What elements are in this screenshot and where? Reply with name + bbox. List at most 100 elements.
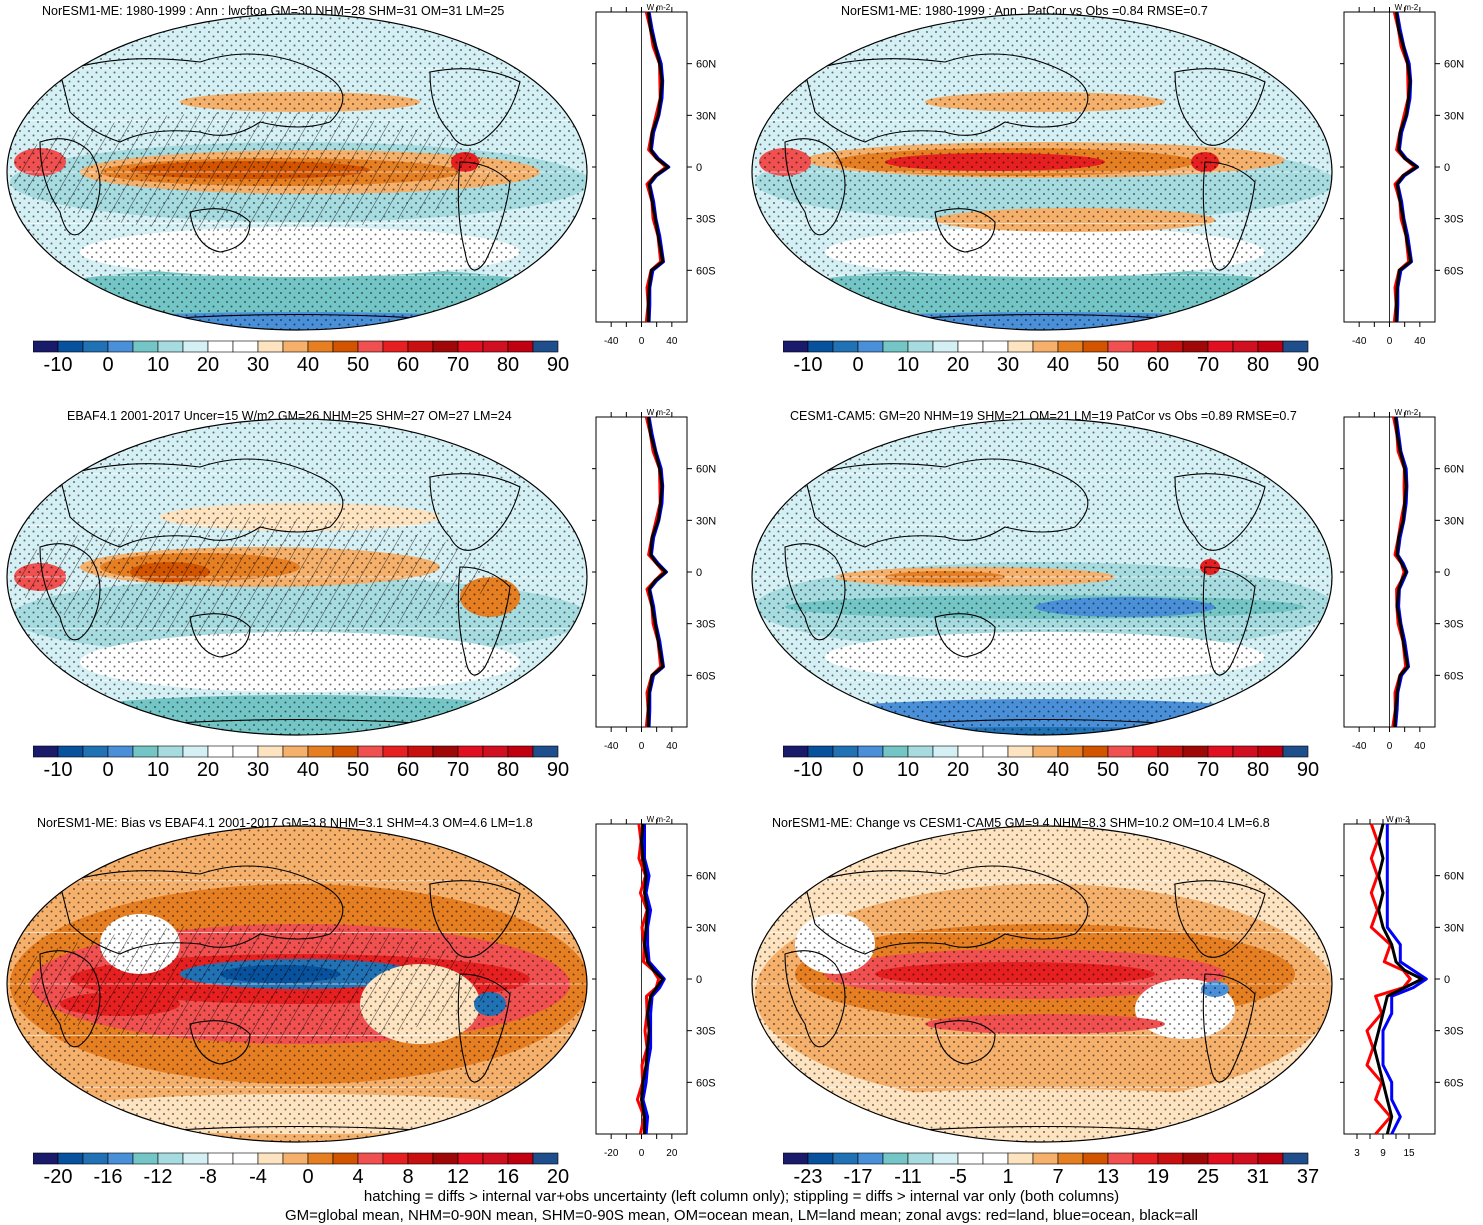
colorbar-swatch [82, 340, 109, 353]
profile-all [646, 416, 668, 727]
colorbar-swatch [832, 745, 859, 758]
colorbar-swatch [832, 340, 859, 353]
profile-ocean [1381, 824, 1428, 1135]
coastline [59, 53, 344, 143]
colorbar-swatch [982, 340, 1009, 353]
profile-all [1393, 416, 1410, 728]
colorbar-tick-label: -20 [43, 1166, 73, 1188]
colorbar-tick-label: 10 [146, 354, 170, 376]
coastline [457, 161, 511, 271]
map-border [6, 13, 588, 331]
lat-label: 60S [1444, 265, 1464, 277]
colorbar-tick-label: 60 [396, 759, 420, 781]
lat-label: 30N [696, 110, 716, 122]
panel-title: NorESM1-ME: Change vs CESM1-CAM5 GM=9.4 … [772, 816, 1270, 830]
colorbar-swatch [932, 340, 959, 353]
colorbar-tick-label: 10 [146, 759, 170, 781]
colorbar-swatch [157, 1152, 184, 1165]
colorbar-tick-label: 70 [1196, 354, 1220, 376]
colorbar-swatch [407, 1152, 434, 1165]
colorbar-tick-label: -5 [949, 1166, 967, 1188]
panel-title: EBAF4.1 2001-2017 Uncer=15 W/m2 GM=26 NH… [67, 409, 512, 423]
colorbar-tick-label: -17 [843, 1166, 873, 1188]
lat-label: 60N [1444, 464, 1464, 476]
coastline [784, 543, 846, 641]
lat-label: 60S [696, 265, 716, 277]
colorbar-swatch [407, 340, 434, 353]
colorbar-swatch [857, 745, 884, 758]
lat-label: 30S [696, 1026, 716, 1038]
colorbar-swatch [1107, 745, 1134, 758]
colorbar-swatch [857, 1152, 884, 1165]
coastline [804, 458, 1089, 548]
colorbar-swatch [1007, 745, 1034, 758]
coastline [1202, 973, 1256, 1083]
coastline [429, 880, 521, 958]
colorbar-tick-label: 0 [302, 1166, 314, 1188]
colorbar-tick-label: 0 [102, 354, 114, 376]
colorbar-swatch [33, 340, 59, 353]
colorbar-swatch [432, 745, 459, 758]
map-border [6, 418, 588, 736]
colorbar-tick-label: -10 [793, 354, 823, 376]
zonal-profile: W m-2 -40 0 40 60N 30N 0 30S 60S [1340, 408, 1464, 750]
colorbar-tick-label: -4 [249, 1166, 267, 1188]
lat-label: 60S [1444, 670, 1464, 682]
coastline [1174, 880, 1266, 958]
colorbar-swatch [232, 745, 259, 758]
colorbar-swatch [507, 745, 534, 758]
colorbar-swatch [1057, 1152, 1084, 1165]
colorbar-swatch [1282, 1152, 1309, 1165]
panel-title: NorESM1-ME: 1980-1999 : Ann : lwcftoa GM… [42, 4, 505, 18]
colorbar-swatch [807, 340, 834, 353]
zonal-profile: W m-2 -40 0 40 60N 30N 0 30S 60S [1340, 3, 1464, 345]
zonal-profile: W m-2 -40 0 40 60N 30N 0 30S 60S [592, 408, 716, 750]
colorbar-swatch [332, 745, 359, 758]
colorbar-swatch [157, 340, 184, 353]
panel-6: NorESM1-ME: Change vs CESM1-CAM5 GM=9.4 … [745, 812, 1483, 1192]
zonal-profile: W m-2 3 9 15 60N 30N 0 30S 60S [1340, 815, 1464, 1157]
colorbar-tick-label: 31 [1246, 1166, 1270, 1188]
colorbar-tick-label: 20 [946, 759, 970, 781]
coastline [189, 1020, 251, 1065]
colorbar-tick-label: -10 [793, 759, 823, 781]
map-border [751, 418, 1333, 736]
map-border [6, 825, 588, 1143]
colorbar-tick-label: 80 [496, 759, 520, 781]
colorbar-tick-label: 50 [1096, 354, 1120, 376]
profile-x-label: 0 [639, 1148, 645, 1157]
profile-x-label: 40 [666, 741, 678, 750]
map-border [751, 825, 1333, 1143]
profile-x-label: 0 [639, 336, 645, 345]
profile-x-label: -40 [1352, 336, 1367, 345]
colorbar-swatch [1207, 340, 1234, 353]
colorbar-tick-label: -8 [199, 1166, 217, 1188]
coastline [1202, 566, 1256, 676]
profile-land [1365, 823, 1412, 1135]
coastline [804, 53, 1089, 143]
coastline [1174, 473, 1266, 551]
lat-label: 30S [1444, 214, 1464, 226]
lat-label: 30N [696, 515, 716, 527]
colorbar-swatch [1282, 745, 1309, 758]
lat-label: 30N [696, 922, 716, 934]
colorbar-tick-label: 50 [346, 354, 370, 376]
lat-label: 30S [1444, 1026, 1464, 1038]
robinson-map [6, 418, 588, 736]
colorbar-swatch [282, 745, 309, 758]
colorbar-swatch [1157, 745, 1184, 758]
colorbar-labels: -10 0 10 20 30 40 50 60 70 80 90 [33, 759, 570, 783]
panel-1: NorESM1-ME: 1980-1999 : Ann : lwcftoa GM… [0, 0, 740, 400]
colorbar-swatch [457, 745, 484, 758]
stippling [752, 826, 1332, 1142]
profile-x-label: 40 [1414, 336, 1426, 345]
colorbar-swatch [432, 1152, 459, 1165]
hatching [10, 517, 490, 637]
colorbar-swatch [107, 1152, 134, 1165]
colorbar-tick-label: 40 [296, 759, 320, 781]
colorbar-swatch [207, 1152, 234, 1165]
panel-3: EBAF4.1 2001-2017 Uncer=15 W/m2 GM=26 NH… [0, 405, 740, 805]
colorbar-swatch [1182, 745, 1209, 758]
colorbar-swatch [1007, 1152, 1034, 1165]
colorbar-swatch [307, 340, 334, 353]
